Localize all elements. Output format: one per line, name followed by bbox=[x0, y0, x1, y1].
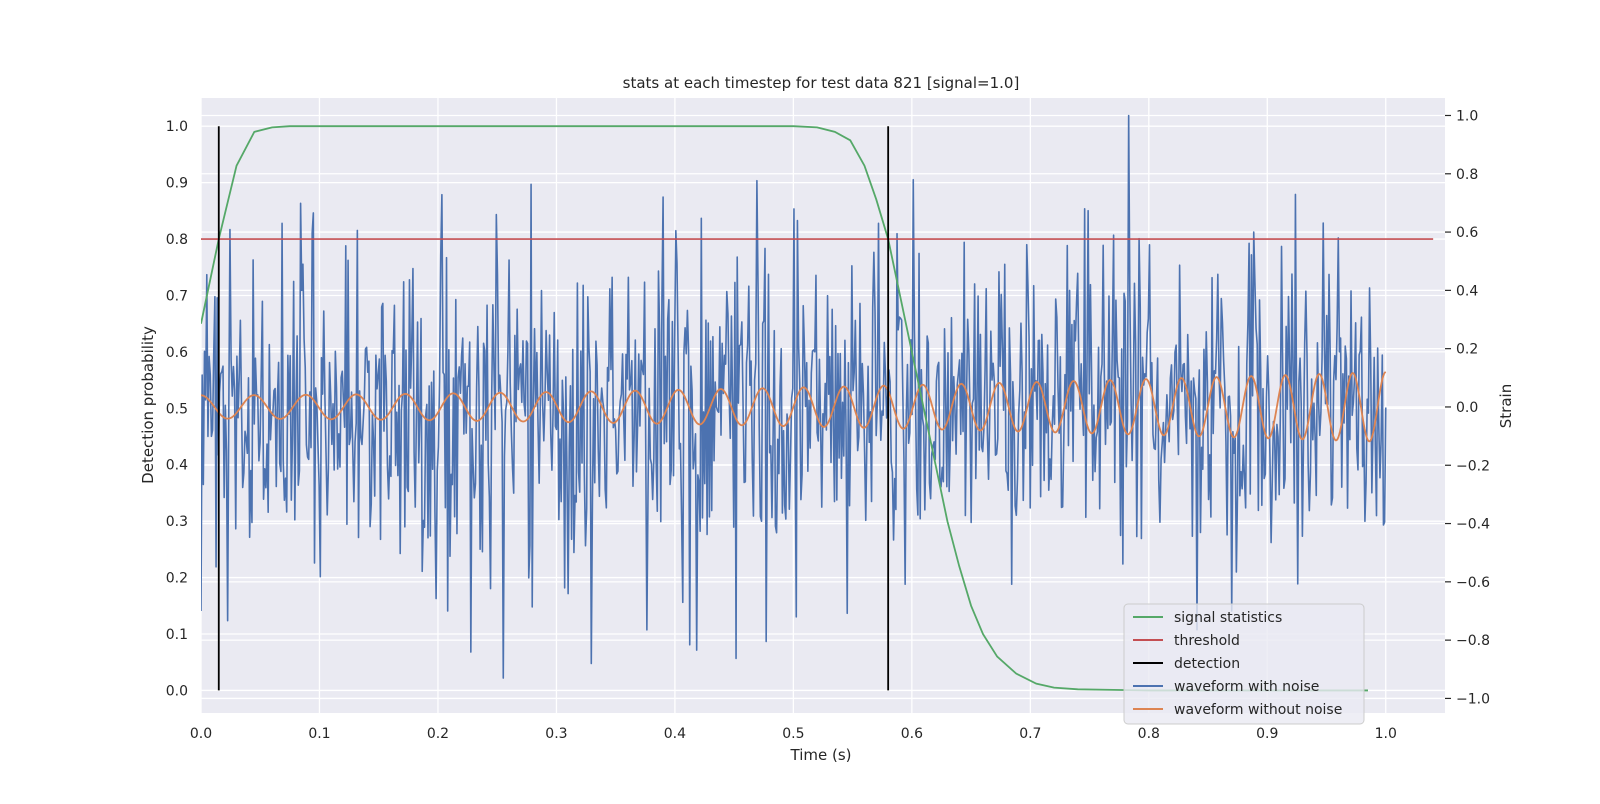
y-right-tick-label: 0.4 bbox=[1456, 283, 1478, 299]
y-left-tick-label: 0.2 bbox=[166, 571, 188, 587]
x-tick-label: 1.0 bbox=[1375, 726, 1397, 742]
legend-label: threshold bbox=[1174, 633, 1240, 649]
y-right-tick-label: −0.2 bbox=[1456, 458, 1490, 474]
y-right-tick-label: −0.8 bbox=[1456, 633, 1490, 649]
legend: signal statistics threshold detection wavef… bbox=[1123, 603, 1365, 725]
y-left-tick-label: 0.8 bbox=[166, 232, 188, 248]
y-right-tick-label: −0.6 bbox=[1456, 575, 1490, 591]
x-tick-label: 0.7 bbox=[1019, 726, 1041, 742]
legend-box bbox=[1123, 603, 1365, 725]
y-left-tick-label: 0.9 bbox=[166, 176, 188, 192]
y-left-tick-label: 0.5 bbox=[166, 401, 188, 417]
waveform-without-noise-line bbox=[201, 371, 1387, 443]
x-tick-label: 0.3 bbox=[545, 726, 567, 742]
x-tick-label: 0.0 bbox=[190, 726, 212, 742]
y-right-tick-label: 0.6 bbox=[1456, 225, 1478, 241]
y-left-tick-label: 1.0 bbox=[166, 119, 188, 135]
x-tick-label: 0.6 bbox=[901, 726, 923, 742]
legend-label: waveform with noise bbox=[1174, 679, 1319, 695]
y-left-tick-label: 0.4 bbox=[166, 458, 188, 474]
x-tick-label: 0.2 bbox=[427, 726, 449, 742]
y-right-tick-label: 0.2 bbox=[1456, 342, 1478, 358]
legend-label: signal statistics bbox=[1174, 610, 1282, 626]
y-right-tick-label: 1.0 bbox=[1456, 108, 1478, 124]
y-left-tick-label: 0.0 bbox=[166, 683, 188, 699]
y-left-tick-label: 0.3 bbox=[166, 514, 188, 530]
x-axis-label: Time (s) bbox=[790, 746, 852, 764]
x-tick-label: 0.8 bbox=[1138, 726, 1160, 742]
y-left-tick-label: 0.1 bbox=[166, 627, 188, 643]
y-right-tick-label: −1.0 bbox=[1456, 691, 1490, 707]
y-left-tick-label: 0.6 bbox=[166, 345, 188, 361]
chart-title: stats at each timestep for test data 821… bbox=[623, 74, 1020, 92]
x-tick-label: 0.4 bbox=[664, 726, 686, 742]
y-axis-right-label: Strain bbox=[1497, 384, 1515, 428]
y-right-tick-label: 0.8 bbox=[1456, 167, 1478, 183]
x-tick-label: 0.9 bbox=[1256, 726, 1278, 742]
x-tick-label: 0.5 bbox=[782, 726, 804, 742]
y-right-tick-label: −0.4 bbox=[1456, 517, 1490, 533]
series-layer bbox=[201, 114, 1434, 692]
x-tick-label: 0.1 bbox=[308, 726, 330, 742]
y-axis-left-label: Detection probability bbox=[139, 326, 157, 484]
y-right-tick-label: 0.0 bbox=[1456, 400, 1478, 416]
y-axis-right: 1.0 0.8 0.6 0.4 0.2 0.0 −0.2 −0.4 −0.6 −0.8 −1.0 bbox=[1445, 108, 1490, 707]
y-axis-left: 0.0 0.1 0.2 0.3 0.4 0.5 0.6 0.7 0.8 0.9 1.0 bbox=[166, 119, 188, 699]
signal-statistics-line bbox=[201, 125, 1368, 692]
x-axis: 0.0 0.1 0.2 0.3 0.4 0.5 0.6 0.7 0.8 0.9 1.0 bbox=[190, 726, 1397, 742]
y-left-tick-label: 0.7 bbox=[166, 288, 188, 304]
waveform-with-noise-line bbox=[201, 114, 1387, 679]
legend-label: waveform without noise bbox=[1174, 702, 1342, 718]
legend-label: detection bbox=[1174, 656, 1240, 672]
